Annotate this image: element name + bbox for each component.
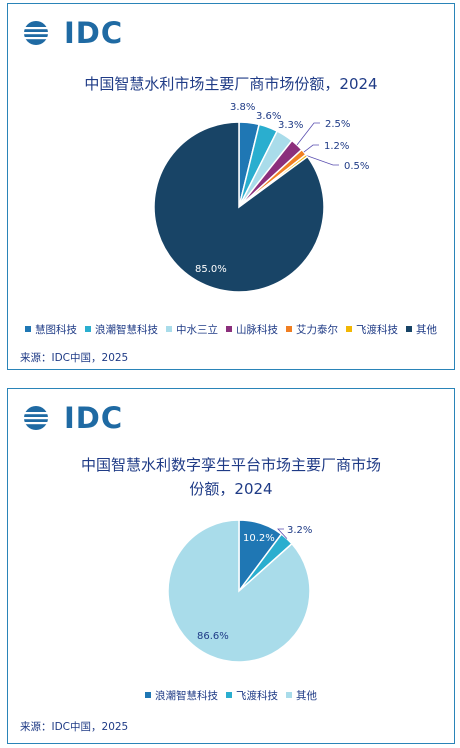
legend-swatch — [346, 326, 352, 332]
idc-globe-icon — [22, 406, 52, 430]
leader-line — [277, 528, 288, 539]
logo-text: IDC — [64, 401, 124, 435]
legend-label: 浪潮智慧科技 — [155, 690, 218, 702]
legend-label: 飞渡科技 — [236, 690, 278, 702]
source-note: 来源：IDC中国，2025 — [20, 352, 129, 364]
legend-item: 飞渡科技 — [346, 322, 398, 337]
pie-slice — [167, 519, 311, 663]
chart-panel-2: IDC 中国智慧水利数字孪生平台市场主要厂商市场份额，2024 10.2% 3.2… — [7, 388, 455, 744]
pie-slice — [153, 121, 325, 293]
legend-item: 中水三立 — [166, 322, 218, 337]
data-label: 0.5% — [344, 161, 369, 172]
legend-label: 飞渡科技 — [356, 324, 398, 336]
idc-logo: IDC — [22, 16, 122, 50]
legend-swatch — [286, 326, 292, 332]
legend-label: 山脉科技 — [236, 324, 278, 336]
legend-item: 慧图科技 — [25, 322, 77, 337]
data-label: 86.6% — [197, 631, 229, 642]
legend-item: 山脉科技 — [226, 322, 278, 337]
pie-chart: 3.8%3.6%3.3% 2.5% 1.2% 0.5% 85.0% — [153, 102, 369, 293]
leader-line — [296, 122, 320, 146]
leader-line — [303, 144, 319, 153]
legend: 浪潮智慧科技 飞渡科技 其他 — [8, 688, 454, 703]
legend: 慧图科技 浪潮智慧科技 中水三立 山脉科技 艾力泰尔 飞渡科技 其他 — [8, 322, 454, 337]
legend-item: 浪潮智慧科技 — [145, 688, 218, 703]
idc-globe-icon — [22, 21, 52, 45]
source-note: 来源：IDC中国，2025 — [20, 721, 129, 733]
data-label: 85.0% — [195, 264, 227, 275]
legend-label: 浪潮智慧科技 — [95, 324, 158, 336]
legend-swatch — [25, 326, 31, 332]
data-label: 3.3% — [278, 120, 303, 131]
legend-label: 其他 — [296, 690, 317, 702]
legend-swatch — [85, 326, 91, 332]
legend-swatch — [166, 326, 172, 332]
legend-swatch — [226, 326, 232, 332]
legend-swatch — [406, 326, 412, 332]
pie-chart: 10.2% 3.2% 86.6% — [167, 519, 312, 663]
legend-label: 其他 — [416, 324, 437, 336]
chart-title: 中国智慧水利数字孪生平台市场主要厂商市场份额，2024 — [80, 456, 381, 498]
legend-item: 飞渡科技 — [226, 688, 278, 703]
data-label: 10.2% — [243, 533, 275, 544]
legend-swatch — [226, 692, 232, 698]
chart-panel-1: IDC 中国智慧水利市场主要厂商市场份额，2024 3.8% 3.6% 3.3% 2.… — [7, 3, 455, 370]
legend-label: 艾力泰尔 — [296, 324, 338, 336]
leader-line — [306, 155, 339, 166]
data-label: 1.2% — [324, 141, 349, 152]
legend-item: 其他 — [406, 322, 437, 337]
idc-logo: IDC — [22, 401, 122, 435]
legend-item: 艾力泰尔 — [286, 322, 338, 337]
data-label: 3.6% — [256, 111, 281, 122]
logo-text: IDC — [64, 16, 124, 50]
chart-title: 中国智慧水利市场主要厂商市场份额，2024 — [84, 75, 378, 93]
legend-swatch — [145, 692, 151, 698]
data-label: 2.5% — [325, 119, 350, 130]
legend-swatch — [286, 692, 292, 698]
data-label: 3.8% — [230, 102, 255, 113]
legend-item: 其他 — [286, 688, 317, 703]
data-label: 3.2% — [287, 525, 312, 536]
legend-label: 慧图科技 — [35, 324, 77, 336]
legend-item: 浪潮智慧科技 — [85, 322, 158, 337]
legend-label: 中水三立 — [176, 324, 218, 336]
